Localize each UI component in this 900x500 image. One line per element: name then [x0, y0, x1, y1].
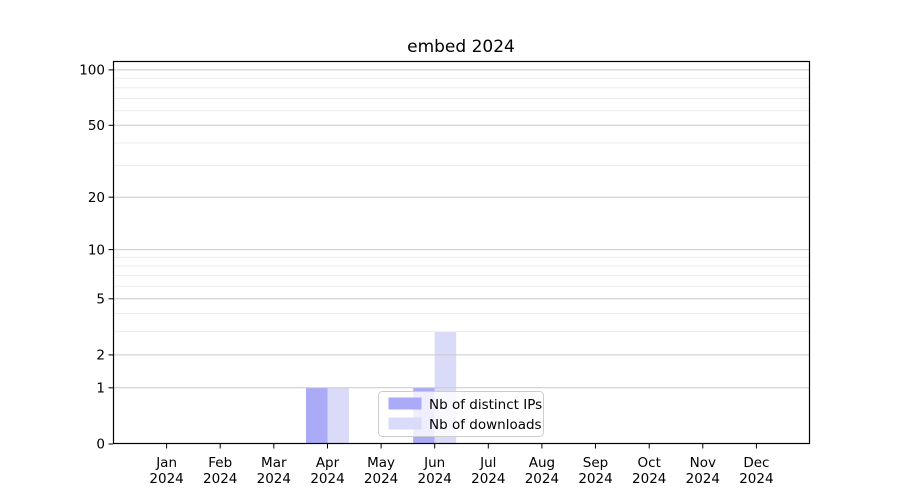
y-tick-label-5: 5 [96, 292, 105, 308]
major-gridlines [113, 69, 810, 389]
y-tick-label-10: 10 [88, 242, 105, 258]
plot-border [112, 60, 811, 445]
legend: Nb of distinct IPs Nb of downloads [378, 391, 544, 437]
x-tick-year-jun: 2024 [418, 471, 452, 487]
y-tick-label-0: 0 [96, 437, 105, 453]
x-tick-label-apr: Apr [316, 455, 340, 471]
legend-swatch-0 [388, 397, 422, 410]
x-tick-year-mar: 2024 [257, 471, 291, 487]
x-tick-year-apr: 2024 [310, 471, 344, 487]
bar-apr-s1 [327, 387, 349, 444]
x-tick-label-feb: Feb [208, 455, 232, 471]
bar-apr-s0 [306, 387, 328, 444]
x-tick-label-aug: Aug [529, 455, 555, 471]
x-tick-label-dec: Dec [743, 455, 769, 471]
y-tick-label-20: 20 [88, 190, 105, 206]
axes-layer: 0125102050100Jan2024Feb2024Mar2024Apr202… [79, 60, 811, 487]
x-tick-year-dec: 2024 [739, 471, 773, 487]
y-tick-label-100: 100 [79, 63, 105, 79]
x-tick-label-oct: Oct [638, 455, 661, 471]
legend-label-0: Nb of distinct IPs [429, 397, 542, 413]
x-tick-label-may: May [367, 455, 395, 471]
x-tick-year-oct: 2024 [632, 471, 666, 487]
legend-swatch-1 [388, 417, 422, 430]
x-tick-label-sep: Sep [583, 455, 608, 471]
y-tick-label-50: 50 [88, 118, 105, 134]
y-tick-label-2: 2 [96, 348, 105, 364]
x-tick-year-sep: 2024 [578, 471, 612, 487]
x-tick-label-jul: Jul [479, 455, 496, 471]
x-tick-label-jun: Jun [423, 455, 445, 471]
x-tick-year-jul: 2024 [471, 471, 505, 487]
x-tick-year-feb: 2024 [203, 471, 237, 487]
x-tick-year-jan: 2024 [149, 471, 183, 487]
x-tick-year-nov: 2024 [686, 471, 720, 487]
minor-gridlines [113, 77, 810, 333]
legend-label-1: Nb of downloads [429, 417, 542, 433]
x-tick-label-nov: Nov [690, 455, 716, 471]
x-tick-year-may: 2024 [364, 471, 398, 487]
x-tick-year-aug: 2024 [525, 471, 559, 487]
x-tick-label-mar: Mar [261, 455, 287, 471]
chart-title: embed 2024 [407, 37, 515, 57]
x-tick-label-jan: Jan [155, 455, 177, 471]
y-tick-label-1: 1 [96, 381, 105, 397]
